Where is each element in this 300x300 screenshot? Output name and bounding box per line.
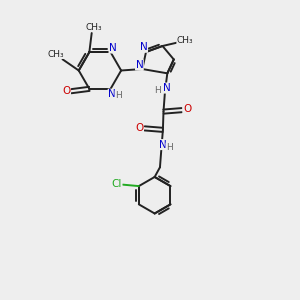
Text: N: N <box>140 42 148 52</box>
Text: O: O <box>62 86 70 96</box>
Text: N: N <box>136 60 143 70</box>
Text: H: H <box>166 143 173 152</box>
Text: O: O <box>135 122 143 133</box>
Text: CH₃: CH₃ <box>48 50 64 58</box>
Text: CH₃: CH₃ <box>177 36 194 45</box>
Text: N: N <box>159 140 167 150</box>
Text: H: H <box>154 86 161 95</box>
Text: N: N <box>108 89 116 99</box>
Text: CH₃: CH₃ <box>85 22 102 32</box>
Text: N: N <box>109 43 117 53</box>
Text: O: O <box>183 104 191 114</box>
Text: H: H <box>115 91 122 100</box>
Text: N: N <box>163 83 171 93</box>
Text: Cl: Cl <box>112 179 122 189</box>
